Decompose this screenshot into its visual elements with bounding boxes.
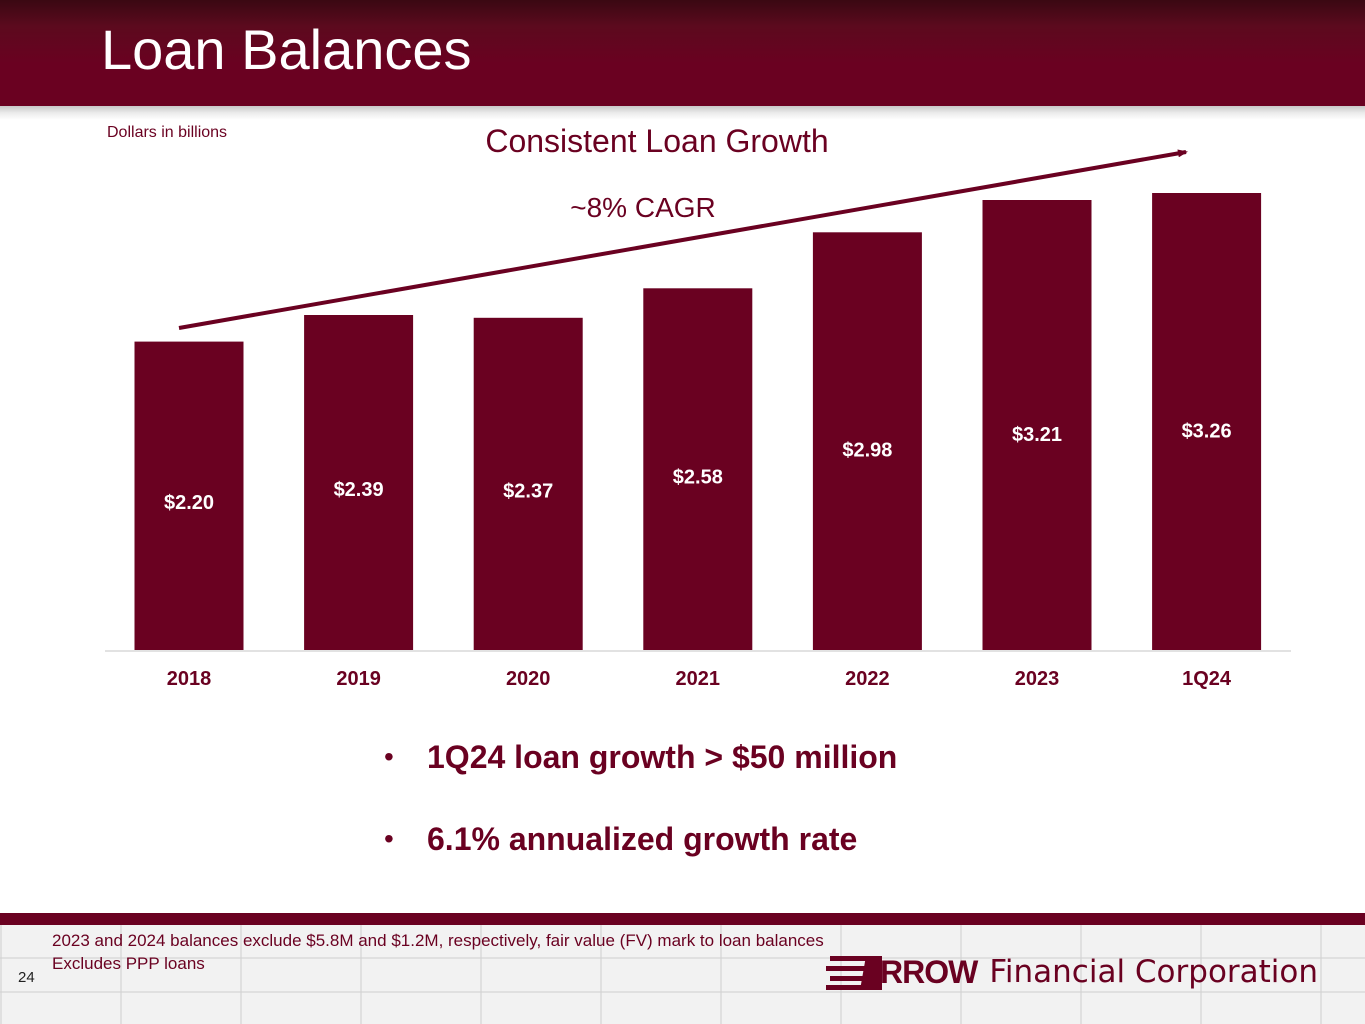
title-bar-shadow [0,106,1365,120]
key-point: • 6.1% annualized growth rate [384,818,897,860]
x-tick-label: 2018 [167,668,212,690]
x-tick-label: 1Q24 [1182,668,1232,690]
logo-company-name: Financial Corporation [989,954,1319,990]
bar-2019 [304,315,414,650]
company-logo: RROW Financial Corporation [826,950,1318,994]
bar-2021 [643,288,753,650]
title-bar: Loan Balances [0,0,1365,106]
footnote: Excludes PPP loans [52,954,205,973]
key-point: • 1Q24 loan growth > $50 million [384,736,897,778]
units-label: Dollars in billions [107,124,228,141]
bullet-icon: • [384,823,394,854]
bar-1q24 [1152,193,1262,650]
bullet-icon: • [384,741,394,772]
bar-value-label: $2.37 [503,481,553,503]
x-tick-label: 2021 [676,668,721,690]
x-tick-label: 2023 [1015,668,1060,690]
key-points: • 1Q24 loan growth > $50 million • 6.1% … [384,736,897,900]
bar-2023 [982,200,1092,650]
loan-balances-chart: Consistent Loan Growth ~8% CAGR $2.20$2.… [105,123,1291,690]
bar-value-label: $2.58 [673,466,723,488]
growth-trend-arrow [178,149,1188,330]
x-tick-label: 2020 [506,668,551,690]
key-point-text: 1Q24 loan growth > $50 million [427,738,898,775]
bar-2018 [134,341,244,650]
x-tick-label: 2019 [336,668,381,690]
page-number: 24 [18,969,35,986]
footnote: 2023 and 2024 balances exclude $5.8M and… [52,931,824,950]
bar-value-label: $3.21 [1012,424,1062,446]
x-tick-label: 2022 [845,668,890,690]
footer-brick-background [0,925,1365,1024]
bar-value-label: $2.39 [334,479,384,501]
bar-value-label: $2.20 [164,492,214,514]
bar-value-label: $2.98 [842,440,892,462]
cagr-label: ~8% CAGR [570,192,716,223]
page-title: Loan Balances [101,18,472,81]
bar-value-label: $3.26 [1182,421,1232,443]
footer-divider [0,913,1365,925]
bar-2022 [812,232,922,651]
x-axis-labels: 2018 2019 2020 2021 2022 2023 1Q24 [167,668,1232,690]
bars-group: $2.20 $2.39 $2.37 $2.58 $2.98 $3.21 $3.26 [134,193,1262,651]
key-point-text: 6.1% annualized growth rate [427,820,858,857]
arrow-logo-icon [826,956,882,990]
chart-annotation-title: Consistent Loan Growth [485,123,828,159]
bar-2020 [473,317,583,650]
logo-wordmark: RROW [880,953,978,990]
